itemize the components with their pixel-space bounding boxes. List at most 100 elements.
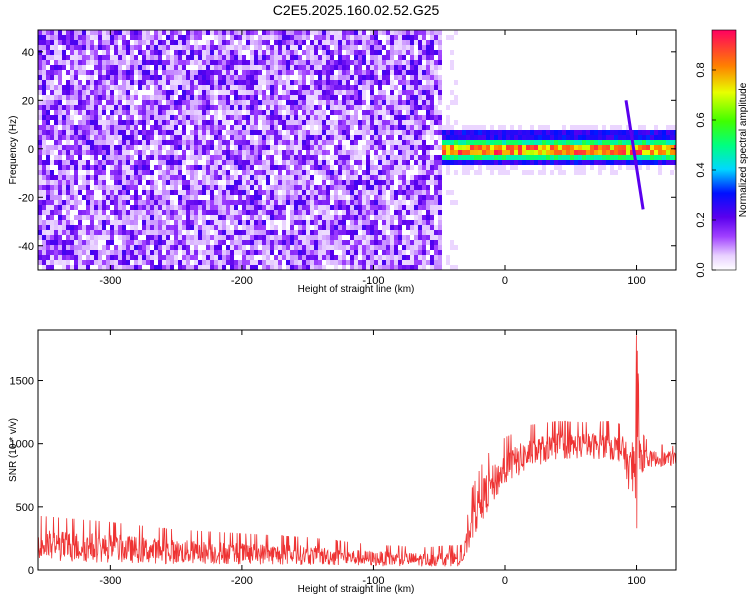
heatmap-cell: [102, 205, 106, 210]
heatmap-cell: [638, 145, 642, 150]
heatmap-cell: [258, 85, 262, 90]
heatmap-cell: [314, 245, 318, 250]
heatmap-cell: [302, 160, 306, 165]
heatmap-cell: [238, 180, 242, 185]
heatmap-cell: [242, 165, 246, 170]
heatmap-cell: [142, 185, 146, 190]
heatmap-cell: [530, 140, 534, 145]
heatmap-cell: [170, 240, 174, 245]
heatmap-cell: [302, 90, 306, 95]
heatmap-cell: [262, 100, 266, 105]
heatmap-cell: [598, 160, 602, 165]
heatmap-cell: [82, 250, 86, 255]
heatmap-cell: [218, 205, 222, 210]
heatmap-cell: [578, 170, 582, 175]
heatmap-cell: [118, 175, 122, 180]
heatmap-cell: [202, 105, 206, 110]
heatmap-cell: [122, 60, 126, 65]
heatmap-cell: [266, 160, 270, 165]
heatmap-cell: [418, 165, 422, 170]
heatmap-cell: [298, 145, 302, 150]
heatmap-cell: [70, 65, 74, 70]
heatmap-cell: [390, 150, 394, 155]
heatmap-cell: [434, 165, 438, 170]
heatmap-cell: [366, 155, 370, 160]
heatmap-cell: [154, 165, 158, 170]
heatmap-cell: [238, 250, 242, 255]
heatmap-cell: [290, 35, 294, 40]
heatmap-cell: [70, 70, 74, 75]
heatmap-cell: [402, 90, 406, 95]
heatmap-cell: [318, 110, 322, 115]
heatmap-cell: [198, 230, 202, 235]
heatmap-cell: [378, 155, 382, 160]
heatmap-cell: [278, 110, 282, 115]
heatmap-cell: [430, 110, 434, 115]
heatmap-cell: [310, 245, 314, 250]
heatmap-cell: [530, 150, 534, 155]
heatmap-cell: [266, 140, 270, 145]
heatmap-cell: [230, 190, 234, 195]
heatmap-cell: [270, 75, 274, 80]
heatmap-cell: [46, 115, 50, 120]
heatmap-cell: [542, 160, 546, 165]
heatmap-cell: [318, 205, 322, 210]
heatmap-cell: [114, 45, 118, 50]
heatmap-cell: [302, 180, 306, 185]
heatmap-cell: [242, 155, 246, 160]
heatmap-cell: [342, 80, 346, 85]
heatmap-cell: [90, 30, 94, 35]
heatmap-cell: [46, 85, 50, 90]
heatmap-cell: [166, 115, 170, 120]
heatmap-cell: [474, 160, 478, 165]
heatmap-cell: [74, 50, 78, 55]
heatmap-cell: [354, 85, 358, 90]
heatmap-cell: [622, 160, 626, 165]
heatmap-cell: [222, 105, 226, 110]
heatmap-cell: [402, 45, 406, 50]
heatmap-cell: [490, 140, 494, 145]
heatmap-cell: [154, 200, 158, 205]
heatmap-cell: [378, 115, 382, 120]
heatmap-cell: [430, 115, 434, 120]
heatmap-cell: [158, 205, 162, 210]
heatmap-cell: [42, 210, 46, 215]
heatmap-cell: [434, 85, 438, 90]
heatmap-cell: [38, 130, 42, 135]
heatmap-cell: [366, 40, 370, 45]
heatmap-cell: [158, 220, 162, 225]
heatmap-cell: [270, 45, 274, 50]
heatmap-cell: [66, 55, 70, 60]
heatmap-cell: [222, 235, 226, 240]
heatmap-cell: [178, 85, 182, 90]
heatmap-cell: [150, 35, 154, 40]
heatmap-cell: [418, 230, 422, 235]
heatmap-cell: [62, 30, 66, 35]
heatmap-cell: [166, 220, 170, 225]
heatmap-cell: [314, 160, 318, 165]
heatmap-cell: [286, 135, 290, 140]
heatmap-cell: [394, 120, 398, 125]
heatmap-cell: [410, 100, 414, 105]
heatmap-cell: [122, 75, 126, 80]
heatmap-cell: [218, 120, 222, 125]
heatmap-cell: [86, 245, 90, 250]
heatmap-cell: [246, 70, 250, 75]
heatmap-cell: [582, 140, 586, 145]
heatmap-cell: [50, 100, 54, 105]
colorbar-tick-label: 0.4: [695, 162, 707, 177]
heatmap-cell: [282, 45, 286, 50]
heatmap-cell: [82, 70, 86, 75]
heatmap-cell: [114, 190, 118, 195]
heatmap-cell: [634, 140, 638, 145]
heatmap-cell: [238, 160, 242, 165]
heatmap-cell: [226, 235, 230, 240]
heatmap-cell: [374, 165, 378, 170]
heatmap-cell: [470, 145, 474, 150]
heatmap-cell: [206, 75, 210, 80]
heatmap-cell: [90, 155, 94, 160]
heatmap-cell: [242, 85, 246, 90]
heatmap-cell: [542, 155, 546, 160]
heatmap-cell: [418, 215, 422, 220]
heatmap-cell: [346, 100, 350, 105]
